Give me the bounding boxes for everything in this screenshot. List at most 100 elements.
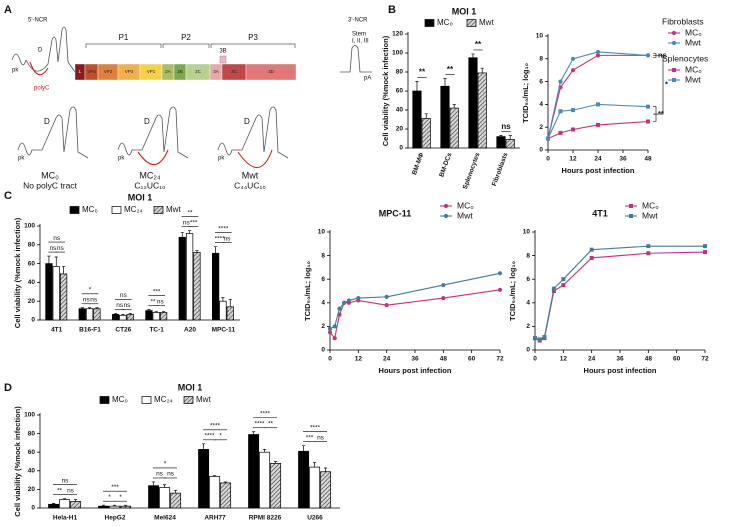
data-point	[558, 130, 563, 135]
legend-marker	[672, 68, 676, 72]
significance-label: ****	[218, 225, 229, 232]
segment-label: 2B	[177, 69, 183, 74]
x-tick-label: 48	[440, 356, 448, 363]
segment-label: VP2	[104, 69, 113, 74]
x-tick-label: B16-F1	[79, 327, 101, 334]
y-tick-label: 80	[28, 430, 36, 437]
significance-label: ns	[57, 245, 65, 252]
bar	[59, 273, 68, 321]
y-tick-label: 0	[399, 145, 403, 152]
significance-label: ***	[111, 484, 119, 491]
x-tick-label: 12	[569, 156, 577, 163]
bar	[145, 310, 153, 321]
annotation-bracket	[653, 55, 664, 115]
x-tick-label: Fibroblasts	[491, 152, 510, 188]
y-tick-label: 6	[526, 276, 530, 283]
bar	[178, 236, 186, 321]
y-tick-label: 80	[396, 69, 404, 76]
data-point	[497, 287, 503, 292]
significance-label: ***	[190, 219, 198, 226]
error-bar	[124, 504, 128, 507]
data-point	[542, 335, 547, 340]
x-tick-label: BM-DCs	[438, 152, 453, 179]
y-tick-label: 8	[539, 56, 543, 63]
x-tick-label: 0	[328, 356, 332, 363]
bar	[219, 300, 227, 321]
significance-label: ns	[67, 487, 75, 494]
significance-label: **	[268, 420, 274, 427]
bar	[226, 306, 234, 321]
legend-label: Mwt	[685, 74, 701, 84]
error-bar	[80, 307, 84, 309]
panel-label: D	[4, 382, 12, 394]
bar	[505, 139, 515, 149]
rna-line	[17, 106, 89, 159]
variant-desc: C₁₃UC₁₀	[134, 180, 166, 190]
data-point	[337, 306, 342, 311]
chart-title: MOI 1	[128, 192, 153, 202]
legend-label: Mwt	[479, 18, 494, 27]
data-point	[646, 119, 650, 124]
y-tick-label: 100	[392, 50, 403, 57]
y-tick-label: 0	[526, 347, 530, 354]
bar	[159, 312, 168, 321]
polyprotein-bracket	[162, 43, 210, 48]
x-tick-label: 24	[383, 356, 391, 363]
polyc-tract	[137, 149, 169, 166]
error-bar	[499, 135, 503, 137]
significance-label: **	[187, 209, 193, 216]
series-line	[534, 251, 706, 342]
y-axis-label: Cell viability (%mock infection)	[13, 406, 22, 517]
y-tick-label: 100	[24, 412, 35, 419]
variant-desc: C₄₄UC₁₀	[234, 180, 266, 190]
x-tick-label: 60	[468, 356, 476, 363]
y-tick-label: 40	[396, 107, 404, 114]
bar	[421, 118, 431, 149]
bar	[496, 136, 506, 149]
significance-label: ns	[224, 235, 232, 242]
bar	[98, 505, 110, 509]
error-bar	[62, 266, 66, 274]
x-axis-label: Hours post infection	[562, 166, 635, 175]
significance-label: ns	[62, 477, 70, 484]
bar	[298, 450, 310, 509]
bar	[193, 251, 201, 321]
legend-label: MC₀	[437, 18, 453, 27]
legend-label: MC₀	[685, 27, 702, 37]
y-tick-label: 2	[539, 124, 543, 131]
y-tick-label: 20	[396, 126, 404, 133]
significance-label: ns	[501, 122, 511, 131]
significance-label: ns	[90, 296, 98, 303]
legend-label: MC₂₄	[154, 395, 173, 404]
error-bar	[121, 314, 125, 316]
y-tick-label: 0	[539, 147, 543, 154]
bar	[126, 314, 134, 321]
x-axis-label: Hours post infection	[584, 366, 657, 375]
legend-label: MC₀	[82, 205, 98, 214]
variant-name: MC₂₄	[139, 170, 160, 180]
bar	[93, 308, 101, 321]
d-label: D	[38, 48, 43, 54]
legend-marker	[672, 78, 676, 82]
error-bar	[102, 504, 106, 507]
genome-segment	[245, 63, 297, 81]
y-tick-label: 60	[396, 88, 404, 95]
significance-label: *	[219, 433, 222, 440]
significance-label: ****	[310, 424, 321, 431]
bar	[198, 449, 210, 509]
segment-label: VP1	[147, 69, 156, 74]
y-tick-label: 6	[539, 78, 543, 85]
y-axis-label: Cell viability (%mock infection)	[13, 217, 22, 328]
y-tick-label: 0	[321, 347, 325, 354]
y-axis-label: TCID₅₀/mL; log₁₀	[521, 63, 530, 123]
chart-title: MOI 1	[452, 6, 477, 16]
y-tick-label: 20	[28, 298, 36, 305]
error-bar	[471, 53, 475, 58]
significance-label: ns	[156, 471, 164, 478]
bar	[70, 501, 82, 509]
data-point	[332, 336, 337, 341]
chart-title: MPC-11	[379, 208, 412, 218]
legend-swatch	[69, 206, 80, 214]
error-bar	[54, 256, 58, 267]
data-point	[596, 122, 600, 127]
